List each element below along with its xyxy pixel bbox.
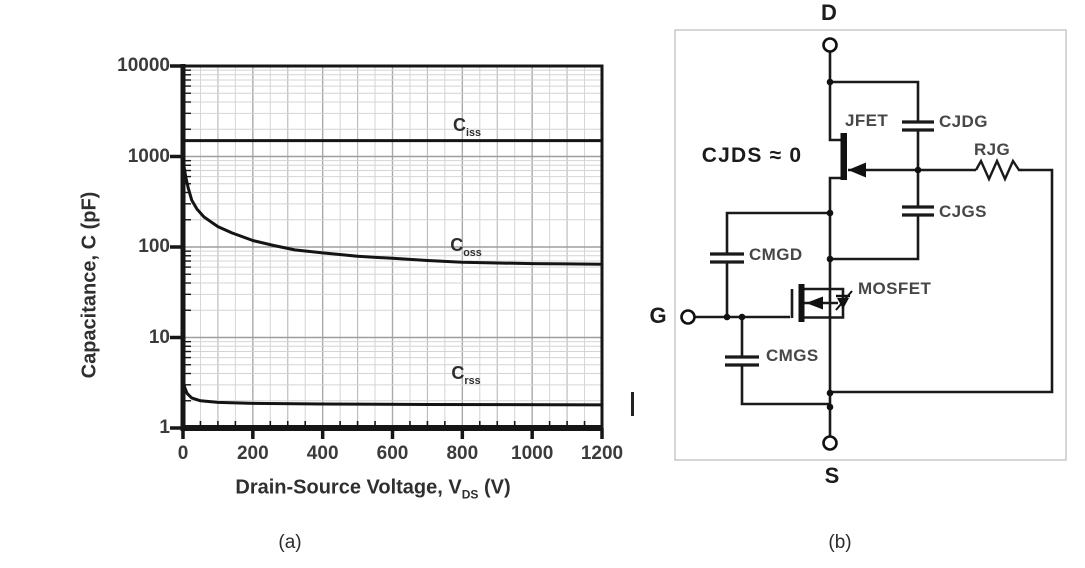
cjgs-label: CJGS [939, 202, 987, 221]
curve-label-crss: Crss [451, 363, 481, 387]
y-tick-label: 1 [159, 417, 170, 438]
cmgs-label: CMGS [766, 346, 819, 365]
capacitor-cjgs [902, 205, 934, 217]
resistor-rjg [974, 158, 1022, 182]
capacitor-cjdg [902, 120, 934, 132]
caption-b: (b) [828, 532, 852, 553]
x-tick-label: 800 [446, 443, 479, 464]
x-tick-label: 600 [376, 443, 409, 464]
mosfet-label: MOSFET [858, 279, 932, 298]
gate-terminal [680, 309, 696, 325]
source-label: S [824, 463, 840, 488]
cjdg-label: CJDG [939, 112, 988, 131]
drain-label: D [821, 0, 837, 25]
stray-vertical-mark [631, 392, 634, 416]
y-tick-label: 1000 [127, 145, 170, 167]
y-tick-label: 10 [148, 326, 170, 348]
jfet-label: JFET [845, 111, 889, 130]
cmgd-label: CMGD [749, 245, 803, 264]
cjds-note: CJDS ≈ 0 [701, 144, 803, 167]
x-axis-title: Drain-Source Voltage, VDS (V) [235, 476, 511, 502]
capacitor-cmgs [725, 355, 759, 367]
y-tick-label: 10000 [117, 55, 170, 76]
y-tick-label: 100 [138, 236, 170, 257]
equivalent-circuit [674, 29, 1067, 461]
x-tick-label: 1000 [511, 443, 554, 464]
terminal-circles [680, 37, 838, 451]
rjg-label: RJG [974, 140, 1011, 159]
x-tick-label: 0 [177, 443, 189, 464]
mosfet-symbol [790, 284, 853, 322]
circuit-border [674, 29, 1067, 461]
gate-label: G [649, 303, 667, 328]
jfet-symbol [840, 133, 866, 180]
x-tick-label: 200 [236, 443, 269, 464]
source-terminal [822, 435, 838, 451]
junction-dots [723, 78, 922, 411]
drain-terminal [822, 37, 838, 53]
x-tick-label: 1200 [580, 443, 624, 464]
capacitance-chart [170, 64, 604, 439]
circuit-wires [694, 51, 1054, 437]
y-axis-title: Capacitance, C (pF) [78, 191, 101, 379]
capacitor-cmgd [710, 252, 744, 264]
curve-label-coss: Coss [450, 235, 482, 259]
body-diode [835, 290, 853, 311]
curve-crss [181, 378, 604, 407]
x-tick-label: 400 [306, 443, 339, 464]
caption-a: (a) [278, 532, 302, 553]
curve-label-ciss: Ciss [452, 115, 482, 139]
curve-coss [181, 157, 604, 266]
